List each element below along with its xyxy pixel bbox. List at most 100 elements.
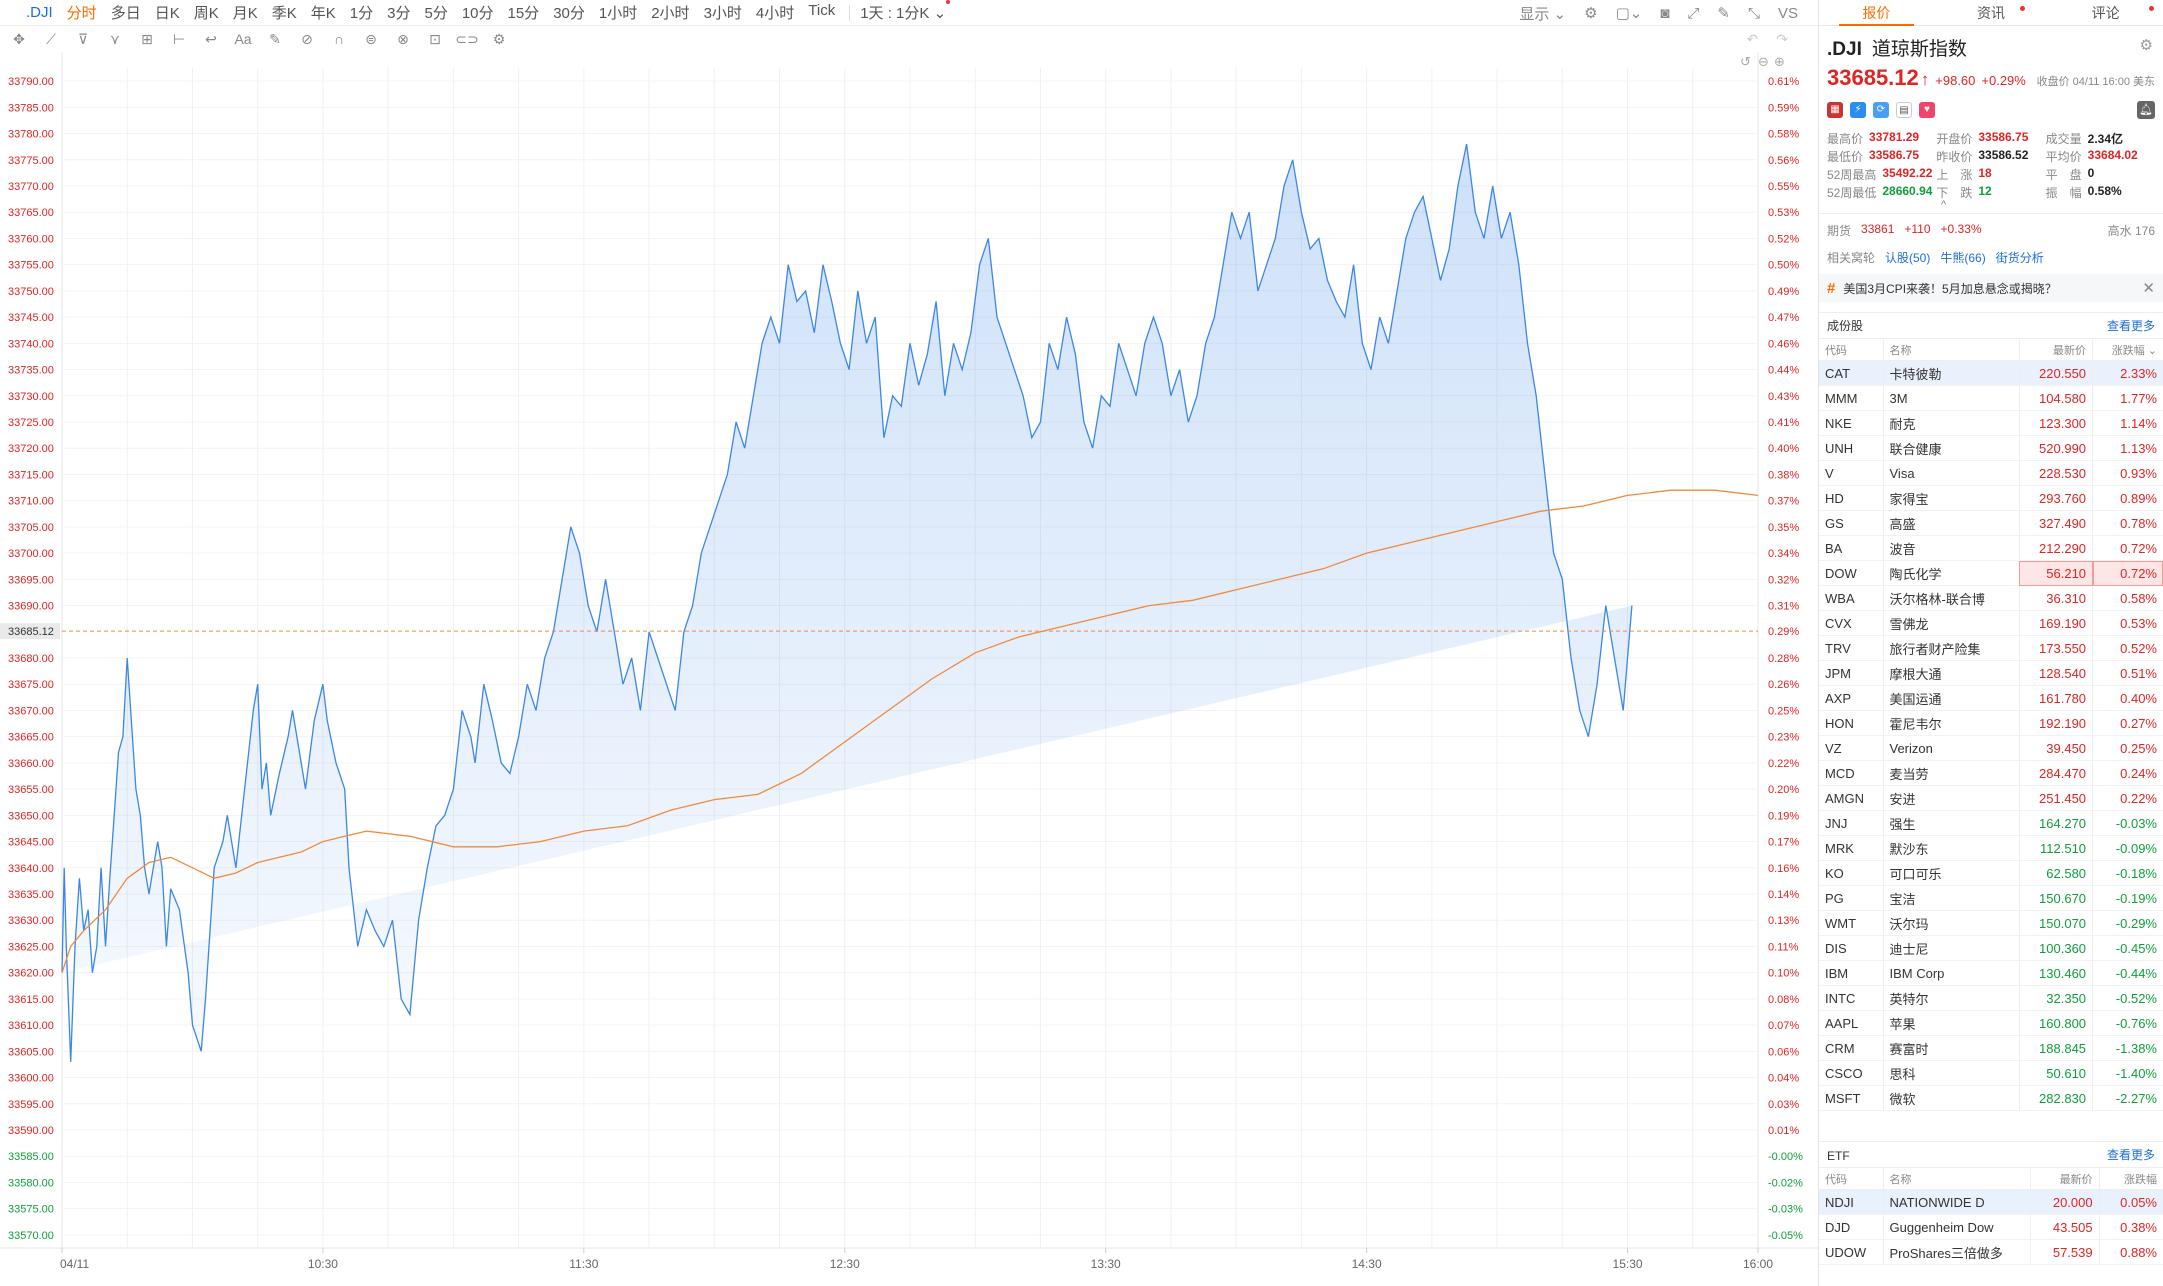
- table-row[interactable]: VZ Verizon 39.450 0.25%: [1819, 735, 2163, 761]
- settings-icon[interactable]: ⚙: [1584, 5, 1598, 22]
- column-header[interactable]: 代码: [1819, 338, 1883, 361]
- table-row[interactable]: MMM 3M 104.580 1.77%: [1819, 385, 2163, 411]
- table-row[interactable]: NKE 耐克 123.300 1.14%: [1819, 410, 2163, 436]
- chart-svg[interactable]: 33790.00 0.61% 33785.00 0.59% 33780.00 0.58% 3…: [0, 52, 1818, 1286]
- table-row[interactable]: MCD 麦当劳 284.470 0.24%: [1819, 760, 2163, 786]
- compare-button[interactable]: VS: [1777, 4, 1798, 22]
- table-row[interactable]: AAPL 苹果 160.800 -0.76%: [1819, 1010, 2163, 1036]
- drawing-tool-icon[interactable]: ↩: [205, 30, 217, 47]
- period-tab[interactable]: 1分: [349, 5, 374, 22]
- display-menu[interactable]: 显示 ⌄: [1519, 5, 1567, 23]
- table-row[interactable]: MRK 默沙东 112.510 -0.09%: [1819, 835, 2163, 861]
- zoom-control-icon[interactable]: ⊕: [1774, 55, 1785, 70]
- period-tab[interactable]: 季K: [271, 5, 297, 22]
- table-row[interactable]: CSCO 思科 50.610 -1.40%: [1819, 1060, 2163, 1086]
- table-row[interactable]: HD 家得宝 293.760 0.89%: [1819, 485, 2163, 511]
- intraday-chart[interactable]: 33790.00 0.61% 33785.00 0.59% 33780.00 0.58% 3…: [0, 52, 1818, 1286]
- drawing-tool-icon[interactable]: ⊘: [301, 30, 313, 47]
- futures-row[interactable]: 期货 33861 +110 +0.33% 高水 176: [1819, 213, 2163, 247]
- column-header[interactable]: 最新价: [2029, 1167, 2100, 1190]
- related-link[interactable]: 认股(50): [1885, 251, 1931, 265]
- column-header[interactable]: 涨跌幅: [2098, 1167, 2163, 1190]
- drawing-tool-icon[interactable]: ⊽: [77, 30, 89, 47]
- drawing-tool-icon[interactable]: ⊜: [365, 30, 377, 47]
- column-header[interactable]: 涨跌幅 ⌄: [2092, 338, 2163, 361]
- table-row[interactable]: DJD Guggenheim Dow 43.505 0.38%: [1819, 1214, 2163, 1240]
- table-row[interactable]: MSFT 微软 282.830 -2.27%: [1819, 1085, 2163, 1111]
- drawing-tool-icon[interactable]: ✎: [269, 30, 281, 47]
- period-tab[interactable]: 周K: [193, 5, 219, 22]
- table-row[interactable]: AMGN 安进 251.450 0.22%: [1819, 785, 2163, 811]
- table-row[interactable]: KO 可口可乐 62.580 -0.18%: [1819, 860, 2163, 886]
- popout-icon[interactable]: ⤡: [1747, 4, 1760, 22]
- table-row[interactable]: PG 宝洁 150.670 -0.19%: [1819, 885, 2163, 911]
- drawing-tool-icon[interactable]: ⚙: [492, 30, 506, 47]
- kline-mode-select[interactable]: 1天 : 1分K ⌄: [860, 0, 951, 23]
- period-tab[interactable]: 10分: [461, 5, 494, 22]
- drawing-tool-icon[interactable]: Aa: [234, 30, 252, 47]
- period-tab[interactable]: 3分: [387, 5, 411, 22]
- table-row[interactable]: CAT 卡特彼勒 220.550 2.33%: [1819, 360, 2163, 386]
- zoom-control-icon[interactable]: ⊖: [1758, 55, 1769, 70]
- undo-icon[interactable]: ↶: [1746, 30, 1759, 47]
- table-row[interactable]: AXP 美国运通 161.780 0.40%: [1819, 685, 2163, 711]
- table-row[interactable]: HON 霍尼韦尔 192.190 0.27%: [1819, 710, 2163, 736]
- drawing-tool-icon[interactable]: ⋎: [109, 30, 121, 47]
- quote-tab[interactable]: 资讯: [1934, 0, 2049, 25]
- etf-more-link[interactable]: 查看更多: [2106, 1148, 2155, 1162]
- table-row[interactable]: GS 高盛 327.490 0.78%: [1819, 510, 2163, 536]
- table-row[interactable]: TRV 旅行者财产险集 173.550 0.52%: [1819, 635, 2163, 661]
- zoom-control-icon[interactable]: ↺: [1740, 55, 1751, 70]
- table-row[interactable]: IBM IBM Corp 130.460 -0.44%: [1819, 960, 2163, 986]
- period-tab[interactable]: 30分: [553, 5, 585, 22]
- period-tab[interactable]: 多日: [110, 5, 141, 22]
- table-row[interactable]: JPM 摩根大通 128.540 0.51%: [1819, 660, 2163, 686]
- drawing-tool-icon[interactable]: ⊂⊃: [455, 30, 479, 47]
- period-tab[interactable]: 分时: [66, 5, 97, 22]
- period-tab[interactable]: 1小时: [598, 5, 638, 22]
- table-row[interactable]: CRM 赛富时 188.845 -1.38%: [1819, 1035, 2163, 1061]
- table-row[interactable]: CVX 雪佛龙 169.190 0.53%: [1819, 610, 2163, 636]
- period-tab[interactable]: 4小时: [755, 5, 795, 22]
- gear-icon[interactable]: ⚙: [2139, 37, 2153, 54]
- column-header[interactable]: 最新价: [2018, 338, 2093, 361]
- fullscreen-icon[interactable]: ⤢: [1687, 4, 1700, 22]
- drawing-tool-icon[interactable]: ∩: [333, 30, 345, 47]
- period-tab[interactable]: 2小时: [651, 5, 690, 22]
- related-link[interactable]: 街货分析: [1995, 251, 2044, 265]
- table-row[interactable]: JNJ 强生 164.270 -0.03%: [1819, 810, 2163, 836]
- drawing-tool-icon[interactable]: ✥: [13, 30, 25, 47]
- related-link[interactable]: 牛熊(66): [1940, 251, 1986, 265]
- news-text[interactable]: 美国3月CPI来袭！5月加息悬念或揭晓？: [1843, 281, 2057, 296]
- drawing-tool-icon[interactable]: ⊡: [429, 30, 441, 47]
- table-row[interactable]: UNH 联合健康 520.990 1.13%: [1819, 435, 2163, 461]
- period-tab[interactable]: 15分: [507, 5, 540, 22]
- table-row[interactable]: BA 波音 212.290 0.72%: [1819, 535, 2163, 561]
- bell-icon[interactable]: 🔔︎: [2137, 101, 2155, 119]
- table-row[interactable]: V Visa 228.530 0.93%: [1819, 460, 2163, 486]
- heart-icon[interactable]: ♥: [1919, 102, 1935, 118]
- table-row[interactable]: DOW 陶氏化学 56.210 0.72%: [1819, 560, 2163, 586]
- quote-tab[interactable]: 评论: [2048, 0, 2163, 25]
- column-header[interactable]: 代码: [1819, 1167, 1883, 1190]
- drawing-tool-icon[interactable]: ⊗: [397, 30, 409, 47]
- layout-icon[interactable]: ▢⌄: [1615, 5, 1643, 22]
- table-row[interactable]: UDOW ProShares三倍做多 57.539 0.88%: [1819, 1239, 2163, 1265]
- table-row[interactable]: INTC 英特尔 32.350 -0.52%: [1819, 985, 2163, 1011]
- table-row[interactable]: NDJI NATIONWIDE D 20.000 0.05%: [1819, 1189, 2163, 1215]
- refresh-icon[interactable]: ⟳: [1873, 102, 1889, 118]
- constituents-more-link[interactable]: 查看更多: [2106, 319, 2155, 333]
- note-icon[interactable]: ▤: [1896, 102, 1912, 118]
- period-tab[interactable]: 3小时: [703, 5, 742, 22]
- close-icon[interactable]: ✕: [2142, 280, 2155, 297]
- quote-tab[interactable]: 报价: [1819, 0, 1934, 26]
- period-tab[interactable]: Tick: [808, 2, 836, 19]
- drawing-tool-icon[interactable]: ⟋: [46, 30, 56, 47]
- table-row[interactable]: DIS 迪士尼 100.360 -0.45%: [1819, 935, 2163, 961]
- period-tab[interactable]: 年K: [310, 5, 336, 22]
- drawing-tool-icon[interactable]: ⊞: [141, 30, 153, 47]
- expand-chevron-icon[interactable]: ^: [1941, 199, 1947, 211]
- table-row[interactable]: WBA 沃尔格林-联合博 36.310 0.58%: [1819, 585, 2163, 611]
- drawing-tool-icon[interactable]: ⊢: [172, 30, 186, 47]
- column-header[interactable]: 名称: [1882, 1167, 2031, 1190]
